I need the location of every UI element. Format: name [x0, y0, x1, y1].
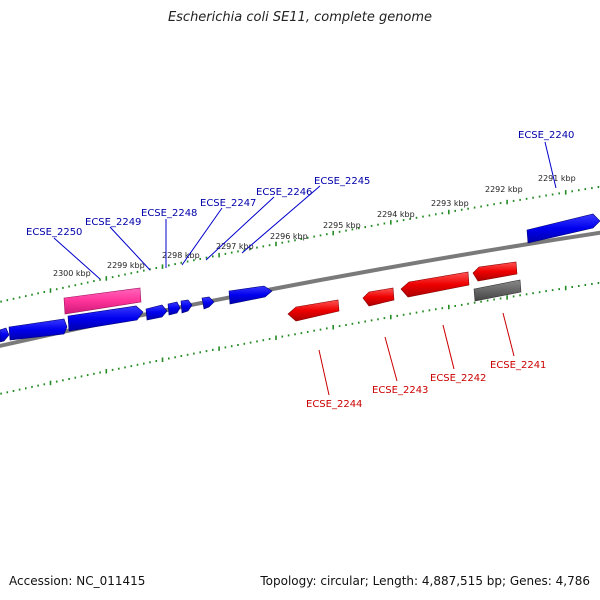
connector-ecse-2246 [205, 196, 275, 261]
kbp-label-2298: 2298 kbp [162, 251, 200, 260]
connector-ecse-2243 [384, 336, 398, 382]
label-ecse-2248[interactable]: ECSE_2248 [141, 208, 197, 219]
connector-ecse-2240 [544, 141, 557, 189]
gene-ecse-2250[interactable] [63, 287, 142, 315]
accession-text: Accession: NC_011415 [9, 574, 146, 588]
connector-ecse-2245 [241, 185, 321, 254]
kbp-label-2292: 2292 kbp [485, 185, 523, 194]
scale-ticks-reverse [0, 282, 600, 395]
kbp-label-2291: 2291 kbp [538, 174, 576, 183]
reverse-genes [287, 261, 522, 322]
label-ecse-2247[interactable]: ECSE_2247 [200, 198, 256, 209]
gene-ecse-2241-arrow[interactable] [472, 261, 518, 282]
gene-ecse-2250b[interactable] [0, 327, 10, 343]
gene-labels: ECSE_2240 ECSE_2245 ECSE_2246 ECSE_2247 … [26, 130, 574, 410]
map-title: Escherichia coli SE11, complete genome [167, 10, 433, 25]
label-ecse-2241[interactable]: ECSE_2241 [490, 360, 546, 371]
connector-ecse-2250 [53, 237, 101, 280]
label-ecse-2242[interactable]: ECSE_2242 [430, 373, 486, 384]
kbp-label-2297: 2297 kbp [216, 242, 254, 251]
gene-ecse-2247[interactable] [180, 299, 193, 314]
connector-ecse-2247 [181, 207, 223, 266]
kbp-labels: 2291 kbp 2292 kbp 2293 kbp 2294 kbp 2295… [53, 174, 576, 278]
gene-ecse-2245[interactable] [228, 285, 273, 305]
gene-ecse-2249[interactable] [145, 304, 168, 321]
label-ecse-2246[interactable]: ECSE_2246 [256, 187, 312, 198]
kbp-label-2299: 2299 kbp [107, 261, 145, 270]
gene-ecse-2248[interactable] [167, 301, 181, 316]
connector-ecse-2244 [318, 349, 330, 396]
connector-ecse-2241 [502, 312, 515, 357]
gene-forward-a[interactable] [8, 318, 68, 341]
forward-genes [0, 213, 600, 343]
gene-ecse-2243[interactable] [362, 287, 395, 307]
label-ecse-2240[interactable]: ECSE_2240 [518, 130, 574, 141]
kbp-label-2295: 2295 kbp [323, 221, 361, 230]
connector-ecse-2249 [109, 226, 151, 271]
kbp-label-2300: 2300 kbp [53, 269, 91, 278]
label-ecse-2243[interactable]: ECSE_2243 [372, 385, 428, 396]
genome-summary-text: Topology: circular; Length: 4,887,515 bp… [260, 574, 590, 588]
label-ecse-2249[interactable]: ECSE_2249 [85, 217, 141, 228]
kbp-label-2296: 2296 kbp [270, 232, 308, 241]
gene-ecse-2242[interactable] [400, 271, 470, 298]
label-connectors [53, 141, 557, 396]
scale-ticks-forward [0, 186, 600, 303]
label-ecse-2244[interactable]: ECSE_2244 [306, 399, 362, 410]
connector-ecse-2242 [442, 324, 455, 370]
gene-ecse-2246[interactable] [201, 296, 215, 310]
kbp-label-2293: 2293 kbp [431, 199, 469, 208]
gene-forward-b[interactable] [67, 305, 144, 332]
gene-ecse-2241[interactable] [473, 279, 522, 302]
kbp-label-2294: 2294 kbp [377, 210, 415, 219]
gene-ecse-2240[interactable] [526, 213, 600, 244]
gene-ecse-2244[interactable] [287, 299, 340, 322]
label-ecse-2245[interactable]: ECSE_2245 [314, 176, 370, 187]
label-ecse-2250[interactable]: ECSE_2250 [26, 227, 82, 238]
